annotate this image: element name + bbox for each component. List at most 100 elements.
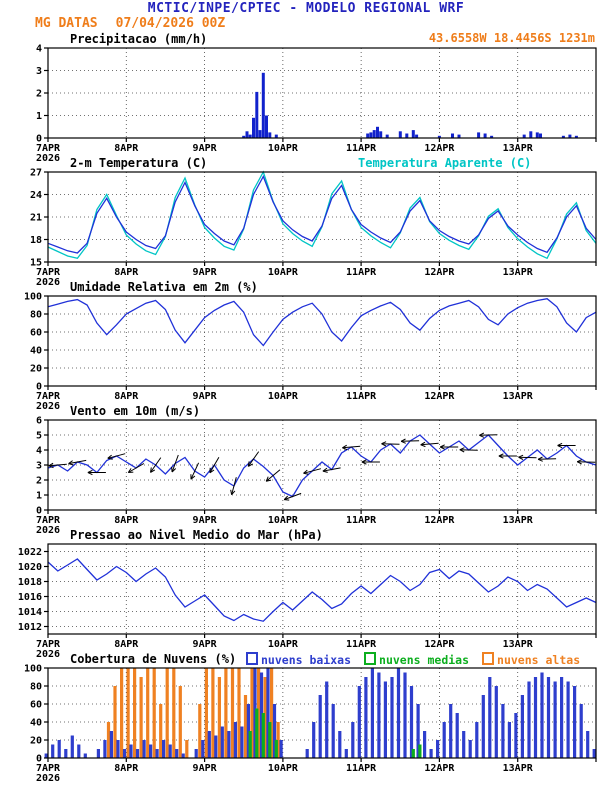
y-tick-label: 0 [36, 754, 42, 765]
y-tick-label: 3 [36, 66, 42, 77]
run-datetime: 07/04/2026 00Z [115, 16, 226, 31]
wind-barb-head [577, 459, 582, 463]
x-tick-label: 7APR [36, 639, 61, 650]
x-tick-label: 10APR [268, 639, 299, 650]
y-tick-label: 4 [36, 446, 42, 457]
wind-barb [231, 477, 237, 495]
legend-label-high-clouds: nuvens altas [497, 653, 581, 667]
cloud-bar-low [129, 744, 133, 758]
cloud-bar-low [201, 740, 205, 758]
x-tick-label: 9APR [193, 143, 218, 154]
cloud-bar-high [185, 740, 189, 758]
wind-barb-head [400, 440, 406, 444]
wind-barb-head [247, 461, 250, 467]
y-tick-label: 3 [36, 461, 42, 472]
precip-bar [574, 135, 578, 139]
series-line-apparent-temperature [47, 170, 597, 260]
wind-barb-head [87, 472, 93, 476]
precip-bar [411, 130, 415, 138]
cloud-bar-high [159, 704, 163, 758]
wind-barb-head [107, 454, 112, 459]
cloud-bar-low [481, 695, 485, 758]
precip-bar [457, 134, 461, 138]
cloud-bar-high [250, 668, 254, 758]
precip-bar [261, 72, 265, 139]
wind-barb-head [537, 456, 543, 460]
x-tick-label: 12APR [424, 143, 455, 154]
cloud-bar-low [396, 668, 401, 758]
panel-title-cloud-cover: Cobertura de Nuvens (%) [70, 652, 237, 666]
wind-barb [107, 453, 126, 459]
x-tick-label: 12APR [424, 267, 455, 278]
location-label: 43.6558W 18.4456S 1231m [428, 31, 595, 45]
y-tick-label: 1018 [18, 577, 42, 588]
x-tick-label: 10APR [268, 143, 299, 154]
x-tick-year: 2026 [36, 773, 60, 784]
cloud-bar-high [139, 677, 143, 758]
legend-label-low-clouds: nuvens baixas [261, 653, 352, 667]
cloud-bar-low [403, 672, 407, 758]
x-tick-label: 11APR [346, 267, 377, 278]
x-tick-label: 12APR [424, 639, 455, 650]
wind-barb-head [439, 446, 445, 450]
x-tick-label: 11APR [346, 515, 377, 526]
cloud-bar-low [533, 677, 538, 758]
y-tick-label: 5 [36, 431, 42, 442]
cloud-bar-low [357, 686, 361, 758]
cloud-bar-low [592, 749, 596, 758]
cloud-bar-mid [248, 731, 252, 758]
wind-barb-head [107, 457, 113, 460]
wind-barb [420, 442, 439, 446]
cloud-bar-mid [418, 744, 422, 758]
y-tick-label: 1012 [18, 622, 42, 633]
x-tick-label: 11APR [346, 639, 377, 650]
wind-barb-head [381, 443, 387, 447]
legend-item-high-clouds: nuvens altas [482, 652, 580, 667]
y-tick-label: 6 [36, 416, 42, 427]
precip-bar [379, 131, 383, 139]
precip-bar [451, 133, 454, 138]
x-tick-label: 10APR [268, 267, 299, 278]
x-tick-label: 7APR [36, 143, 61, 154]
series-line-temperature [47, 174, 597, 254]
cloud-bar-low [109, 731, 113, 758]
panel-title-pressure: Pressao ao Nivel Medio do Mar (hPa) [70, 528, 323, 542]
x-tick-label: 13APR [503, 639, 534, 650]
cloud-bar-low [266, 668, 270, 758]
wind-barb-head [498, 455, 504, 459]
cloud-bar-low [377, 672, 381, 758]
cloud-bar-low [468, 740, 472, 758]
y-tick-label: 0 [36, 506, 42, 517]
wind-barb-head [322, 470, 328, 473]
cloud-bar-low [390, 677, 394, 758]
plot-frame [47, 171, 597, 263]
wind-barb-head [266, 479, 272, 482]
cloud-bar-high [263, 677, 267, 758]
wind-barb-head [537, 458, 543, 462]
cloud-bar-low [149, 744, 153, 758]
x-tick-label: 13APR [503, 763, 534, 774]
precip-bar [483, 133, 487, 138]
cloud-bar-low [142, 740, 146, 758]
x-tick-year: 2026 [36, 153, 60, 164]
mid-clouds-swatch [364, 652, 377, 665]
wind-barb-head [459, 447, 465, 451]
cloud-bar-high [146, 668, 150, 758]
y-tick-label: 1016 [18, 592, 42, 603]
wind-barb-head [284, 499, 290, 501]
x-tick-label: 13APR [503, 391, 534, 402]
x-tick-label: 7APR [36, 763, 61, 774]
cloud-bar-high [133, 668, 137, 758]
cloud-bar-mid [274, 740, 278, 758]
x-tick-label: 10APR [268, 515, 299, 526]
wind-barb-head [48, 462, 54, 467]
x-tick-label: 9APR [193, 267, 218, 278]
y-tick-label: 2 [36, 89, 42, 100]
cloud-legend: nuvens baixas nuvens medias nuvens altas [246, 652, 580, 667]
cloud-bar-low [233, 722, 237, 758]
wind-barb-head [87, 469, 93, 473]
y-tick-label: 40 [30, 346, 42, 357]
wind-barb-head [231, 490, 236, 496]
cloud-bar-high [217, 677, 221, 758]
y-tick-label: 0 [36, 134, 42, 145]
